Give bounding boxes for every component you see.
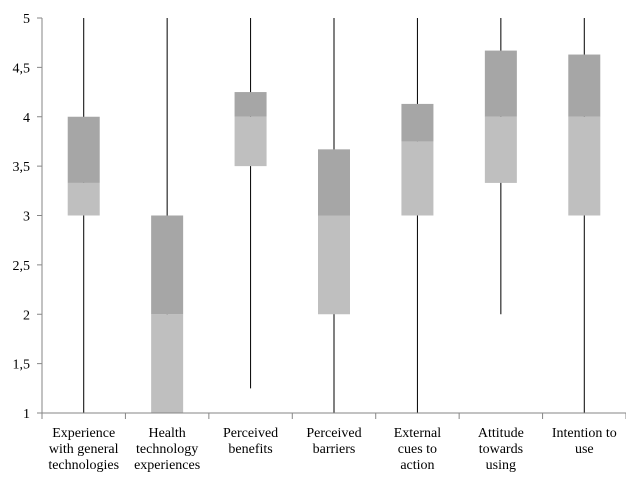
lower-box xyxy=(67,182,100,216)
box-plot-item xyxy=(568,18,601,413)
box-plot-item xyxy=(151,18,184,413)
box-plot-item xyxy=(234,18,267,389)
upper-box xyxy=(484,50,517,117)
box-plot-item xyxy=(484,18,517,315)
category-label-line: action xyxy=(400,458,434,473)
upper-box xyxy=(67,116,100,183)
category-label-line: Health xyxy=(148,426,185,441)
y-tick-label: 2,5 xyxy=(13,259,31,274)
box-plot-item xyxy=(67,18,100,413)
upper-box xyxy=(151,215,184,315)
category-label-line: Intention to xyxy=(552,426,617,441)
category-label: External cues to action xyxy=(394,426,442,473)
category-label: Health technology experiences xyxy=(134,426,200,473)
category-label-line: experiences xyxy=(134,458,200,473)
category-label-line: using xyxy=(486,458,516,473)
y-tick-label: 3 xyxy=(23,210,30,225)
y-tick-label: 5 xyxy=(23,12,30,27)
lower-box xyxy=(401,141,434,216)
category-label-line: Attitude xyxy=(478,426,524,441)
category-label: Attitude towards using xyxy=(478,426,524,473)
upper-box xyxy=(318,149,350,216)
category-label-line: towards xyxy=(479,442,523,457)
lower-box xyxy=(318,215,350,315)
category-label-line: Perceived xyxy=(306,426,361,441)
category-label-line: technologies xyxy=(48,458,119,473)
lower-box xyxy=(234,116,267,167)
category-label-line: with general xyxy=(49,442,119,457)
lower-box xyxy=(568,116,601,216)
y-tick-label: 3,5 xyxy=(13,160,31,175)
box-plot-item xyxy=(318,18,350,413)
category-label-line: barriers xyxy=(313,442,356,457)
category-label-line: technology xyxy=(136,442,198,457)
box-series xyxy=(67,18,601,413)
category-label: Intention to use xyxy=(552,426,617,457)
category-label: Perceived barriers xyxy=(306,426,361,457)
category-label: Experience with general technologies xyxy=(48,426,119,473)
y-tick-label: 4,5 xyxy=(13,61,31,76)
lower-box xyxy=(151,314,184,413)
category-label-line: cues to xyxy=(398,442,437,457)
y-tick-label: 4 xyxy=(23,111,30,126)
category-label-line: benefits xyxy=(228,442,272,457)
category-label-line: External xyxy=(394,426,442,441)
upper-box xyxy=(234,92,267,117)
box-plot-item xyxy=(401,18,434,413)
y-tick-label: 1 xyxy=(23,407,30,422)
category-label: Perceived benefits xyxy=(223,426,278,457)
category-label-line: use xyxy=(575,442,594,457)
lower-box xyxy=(484,116,517,183)
y-tick-label: 2 xyxy=(23,308,30,323)
y-axis: 1 1,5 2 2,5 3 3,5 4 4,5 5 xyxy=(13,12,43,422)
upper-box xyxy=(568,54,601,117)
x-axis: Experience with general technologies Health… xyxy=(41,412,626,473)
y-tick-label: 1,5 xyxy=(13,358,31,373)
category-label-line: Perceived xyxy=(223,426,278,441)
upper-box xyxy=(401,103,434,142)
category-label-line: Experience xyxy=(52,426,115,441)
